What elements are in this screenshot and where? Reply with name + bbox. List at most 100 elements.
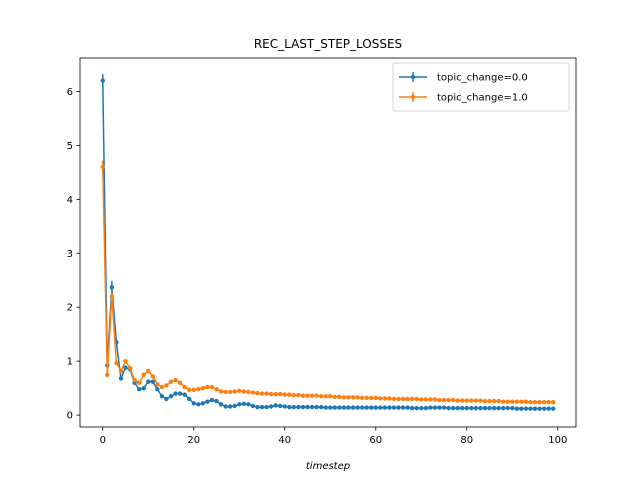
data-point (482, 405, 488, 411)
data-point (405, 396, 410, 402)
data-point (541, 399, 547, 405)
data-point (241, 389, 247, 394)
legend-label: topic_change=1.0 (437, 93, 528, 104)
legend-label: topic_change=0.0 (437, 73, 528, 84)
series-1 (100, 74, 556, 411)
data-point (473, 398, 479, 403)
data-point (341, 395, 347, 400)
data-point (218, 389, 224, 394)
data-point (441, 405, 447, 410)
data-point (355, 395, 360, 400)
data-point (196, 402, 201, 407)
data-point (537, 406, 542, 411)
data-point (259, 391, 265, 396)
data-point (323, 394, 328, 399)
data-point (337, 405, 342, 410)
data-point (355, 405, 360, 410)
data-point (141, 372, 146, 377)
data-point (359, 405, 365, 410)
data-point (291, 404, 297, 410)
data-point (191, 401, 196, 406)
data-point (455, 405, 460, 411)
data-point (437, 397, 442, 403)
data-point (523, 406, 529, 411)
data-point (396, 405, 401, 410)
data-point (400, 396, 406, 402)
data-point (273, 391, 278, 397)
data-point (551, 406, 556, 411)
data-point (168, 379, 174, 384)
data-point (209, 384, 215, 390)
data-point (455, 398, 460, 403)
data-point (127, 365, 133, 371)
series-line (102, 166, 554, 403)
data-point (519, 406, 524, 411)
data-point (105, 372, 110, 377)
data-point (373, 395, 378, 401)
data-point (146, 379, 151, 384)
chart-title: REC_LAST_STEP_LOSSES (254, 37, 402, 51)
data-point (164, 396, 169, 402)
data-point (300, 404, 306, 410)
legend-marker (410, 74, 416, 80)
data-point (396, 396, 401, 402)
data-point (314, 393, 319, 398)
data-point (491, 405, 497, 411)
data-point (318, 394, 324, 399)
data-point (173, 377, 178, 383)
data-point (264, 391, 269, 396)
data-point (446, 405, 451, 411)
data-point (337, 394, 342, 399)
data-point (150, 374, 156, 379)
data-point (332, 394, 338, 399)
data-point (159, 384, 165, 390)
data-point (255, 404, 260, 410)
data-point (400, 405, 406, 410)
legend-box (392, 62, 570, 112)
data-point (268, 391, 274, 397)
data-point (227, 389, 233, 395)
data-point (496, 398, 501, 404)
data-point (109, 294, 115, 299)
data-point (246, 389, 251, 395)
data-point (305, 404, 310, 410)
legend: topic_change=0.0 topic_change=1.0 (392, 62, 570, 112)
plot-frame (79, 57, 577, 428)
data-point (155, 382, 160, 387)
data-point (391, 396, 397, 402)
data-point (478, 405, 483, 411)
data-point (491, 398, 497, 404)
data-point (136, 387, 142, 392)
data-point (409, 396, 415, 402)
data-point (141, 385, 146, 391)
data-point (478, 398, 483, 403)
data-point (223, 404, 228, 409)
data-point (118, 368, 124, 374)
data-point (136, 380, 142, 385)
legend-marker (410, 94, 416, 100)
data-point (177, 380, 183, 385)
data-point (428, 397, 433, 402)
data-point (510, 405, 515, 411)
data-point (359, 395, 365, 401)
data-point (519, 399, 524, 404)
y-tick-label: 2 (67, 303, 73, 314)
data-point (364, 395, 369, 401)
data-point (464, 405, 469, 411)
data-point (187, 387, 192, 392)
data-point (414, 405, 419, 411)
data-point (369, 395, 374, 401)
data-point (341, 405, 347, 410)
data-point (460, 398, 465, 403)
data-point (182, 392, 187, 397)
data-point (232, 403, 237, 409)
data-point (150, 379, 156, 384)
data-point (123, 365, 128, 370)
data-point (510, 399, 515, 404)
data-point (496, 405, 501, 411)
data-point (241, 401, 247, 407)
data-point (318, 404, 324, 410)
data-point (205, 399, 210, 404)
data-point (500, 405, 506, 411)
